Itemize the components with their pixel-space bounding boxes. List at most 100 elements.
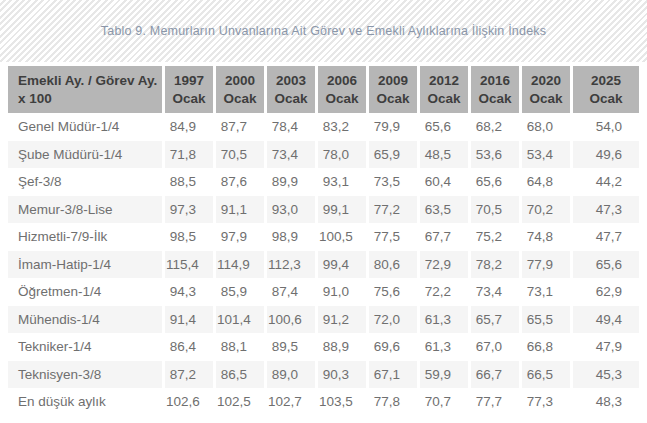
col-header-2006: 2006 Ocak xyxy=(318,66,369,113)
value-cell: 65,6 xyxy=(420,113,471,141)
value-cell: 102,5 xyxy=(216,388,267,416)
value-cell: 54,0 xyxy=(573,113,639,141)
table-row: En düşük aylık102,6102,5102,7103,577,870… xyxy=(8,388,639,416)
col-header-2009: 2009 Ocak xyxy=(369,66,420,113)
indeks-table: Emekli Ay. / Görev Ay. x 100 1997 Ocak 2… xyxy=(8,66,639,416)
value-cell: 65,6 xyxy=(471,168,522,196)
value-cell: 67,0 xyxy=(471,333,522,361)
value-cell: 69,6 xyxy=(369,333,420,361)
value-cell: 89,9 xyxy=(267,168,318,196)
value-cell: 70,5 xyxy=(471,196,522,224)
value-cell: 88,9 xyxy=(318,333,369,361)
value-cell: 115,4 xyxy=(165,251,216,279)
table-header: Emekli Ay. / Görev Ay. x 100 1997 Ocak 2… xyxy=(8,66,639,113)
col-month: Ocak xyxy=(478,91,511,106)
value-cell: 80,6 xyxy=(369,251,420,279)
value-cell: 66,8 xyxy=(522,333,573,361)
col-month: Ocak xyxy=(376,91,409,106)
table-row: Teknisyen-3/887,286,589,090,367,159,966,… xyxy=(8,361,639,389)
value-cell: 93,0 xyxy=(267,196,318,224)
title-band: Tablo 9. Memurların Unvanlarına Ait Göre… xyxy=(0,0,647,62)
value-cell: 65,7 xyxy=(471,306,522,334)
value-cell: 77,2 xyxy=(369,196,420,224)
value-cell: 87,2 xyxy=(165,361,216,389)
col-year: 2000 xyxy=(225,73,255,88)
row-label: Hizmetli-7/9-İlk xyxy=(8,223,165,251)
value-cell: 98,9 xyxy=(267,223,318,251)
value-cell: 89,0 xyxy=(267,361,318,389)
value-cell: 53,6 xyxy=(471,141,522,169)
value-cell: 78,4 xyxy=(267,113,318,141)
row-label: Öğretmen-1/4 xyxy=(8,278,165,306)
value-cell: 97,9 xyxy=(216,223,267,251)
col-month: Ocak xyxy=(325,91,358,106)
col-header-2000: 2000 Ocak xyxy=(216,66,267,113)
table-row: Hizmetli-7/9-İlk98,597,998,9100,577,567,… xyxy=(8,223,639,251)
value-cell: 91,2 xyxy=(318,306,369,334)
value-cell: 65,6 xyxy=(573,251,639,279)
value-cell: 73,4 xyxy=(267,141,318,169)
value-cell: 66,7 xyxy=(471,361,522,389)
col-year: 2025 xyxy=(591,73,621,88)
value-cell: 48,5 xyxy=(420,141,471,169)
value-cell: 102,7 xyxy=(267,388,318,416)
table-row: İmam-Hatip-1/4115,4114,9112,399,480,672,… xyxy=(8,251,639,279)
col-year: 1997 xyxy=(174,73,204,88)
value-cell: 86,4 xyxy=(165,333,216,361)
value-cell: 65,9 xyxy=(369,141,420,169)
value-cell: 70,5 xyxy=(216,141,267,169)
col-year: 2006 xyxy=(327,73,357,88)
value-cell: 78,0 xyxy=(318,141,369,169)
row-label: Teknisyen-3/8 xyxy=(8,361,165,389)
row-label: Memur-3/8-Lise xyxy=(8,196,165,224)
table-row: Genel Müdür-1/484,987,778,483,279,965,66… xyxy=(8,113,639,141)
value-cell: 77,8 xyxy=(369,388,420,416)
value-cell: 97,3 xyxy=(165,196,216,224)
value-cell: 98,5 xyxy=(165,223,216,251)
value-cell: 90,3 xyxy=(318,361,369,389)
value-cell: 77,9 xyxy=(522,251,573,279)
value-cell: 75,2 xyxy=(471,223,522,251)
value-cell: 60,4 xyxy=(420,168,471,196)
col-header-2016: 2016 Ocak xyxy=(471,66,522,113)
value-cell: 72,9 xyxy=(420,251,471,279)
table-row: Mühendis-1/491,4101,4100,691,272,061,365… xyxy=(8,306,639,334)
col-month: Ocak xyxy=(223,91,256,106)
value-cell: 77,3 xyxy=(522,388,573,416)
value-cell: 83,2 xyxy=(318,113,369,141)
value-cell: 75,6 xyxy=(369,278,420,306)
value-cell: 68,0 xyxy=(522,113,573,141)
value-cell: 65,5 xyxy=(522,306,573,334)
value-cell: 87,4 xyxy=(267,278,318,306)
row-label: Mühendis-1/4 xyxy=(8,306,165,334)
row-label: Şube Müdürü-1/4 xyxy=(8,141,165,169)
value-cell: 99,4 xyxy=(318,251,369,279)
header-row: Emekli Ay. / Görev Ay. x 100 1997 Ocak 2… xyxy=(8,66,639,113)
value-cell: 85,9 xyxy=(216,278,267,306)
value-cell: 63,5 xyxy=(420,196,471,224)
value-cell: 72,2 xyxy=(420,278,471,306)
table-row: Şube Müdürü-1/471,870,573,478,065,948,55… xyxy=(8,141,639,169)
corner-line2: x 100 xyxy=(18,91,52,106)
value-cell: 47,9 xyxy=(573,333,639,361)
value-cell: 102,6 xyxy=(165,388,216,416)
value-cell: 87,7 xyxy=(216,113,267,141)
value-cell: 68,2 xyxy=(471,113,522,141)
value-cell: 114,9 xyxy=(216,251,267,279)
col-header-1997: 1997 Ocak xyxy=(165,66,216,113)
value-cell: 100,6 xyxy=(267,306,318,334)
col-header-2020: 2020 Ocak xyxy=(522,66,573,113)
col-header-ratio: Emekli Ay. / Görev Ay. x 100 xyxy=(8,66,165,113)
value-cell: 62,9 xyxy=(573,278,639,306)
value-cell: 67,1 xyxy=(369,361,420,389)
value-cell: 61,3 xyxy=(420,333,471,361)
value-cell: 48,3 xyxy=(573,388,639,416)
value-cell: 77,5 xyxy=(369,223,420,251)
value-cell: 89,5 xyxy=(267,333,318,361)
table-body: Genel Müdür-1/484,987,778,483,279,965,66… xyxy=(8,113,639,416)
value-cell: 88,5 xyxy=(165,168,216,196)
value-cell: 88,1 xyxy=(216,333,267,361)
value-cell: 64,8 xyxy=(522,168,573,196)
value-cell: 70,7 xyxy=(420,388,471,416)
table-row: Memur-3/8-Lise97,391,193,099,177,263,570… xyxy=(8,196,639,224)
